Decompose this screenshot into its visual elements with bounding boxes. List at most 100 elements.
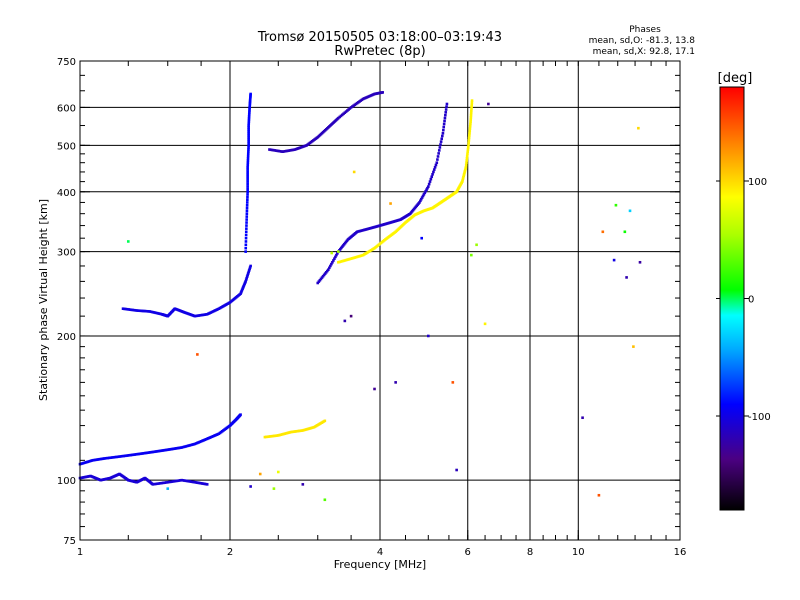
data-point [444,111,448,114]
data-point [135,309,139,312]
data-point [133,453,137,456]
data-point [445,105,448,109]
data-point [328,266,331,270]
data-point [246,163,250,167]
x-tick-label: 6 [465,547,471,558]
y-axis-label: Stationary phase Virtual Height [km] [37,199,50,401]
data-point [247,124,250,127]
data-point [432,170,435,174]
data-point [248,102,252,105]
data-point [439,140,443,143]
data-point [166,487,170,490]
data-point [180,478,184,482]
colorbar-tick-label: -100 [748,412,771,423]
data-point [247,133,250,137]
data-point [320,276,324,279]
x-tick-label: 8 [527,547,533,558]
data-point [119,455,123,458]
data-point [248,106,251,109]
data-point [247,150,250,153]
data-point [247,269,251,272]
data-point [329,264,332,268]
data-point [246,198,249,202]
data-point [154,482,158,486]
data-point [420,196,424,199]
data-point [461,177,465,180]
colorbar: [deg] 100 0 -100 [716,71,771,511]
data-point [244,230,248,234]
data-point [418,201,421,204]
data-point [248,97,252,101]
data-point [317,280,321,283]
data-point [468,127,472,130]
data-point [433,165,437,169]
data-point [464,167,467,170]
data-point [245,209,249,213]
data-point [249,485,252,488]
data-point [468,129,472,133]
data-point [623,230,627,234]
data-point [245,224,248,227]
data-point [246,193,249,196]
data-point [246,152,250,156]
data-point [273,434,276,438]
data-point [246,156,250,160]
data-point [373,387,376,391]
data-point [159,481,162,485]
data-point [125,307,129,311]
data-point [187,444,190,448]
data-point [470,99,474,102]
data-point [245,203,249,207]
data-point [435,161,439,164]
data-point [323,272,327,275]
data-point [469,122,472,126]
data-point [244,240,248,243]
data-point [107,456,111,460]
y-tick-label: 200 [57,332,76,343]
data-point [130,308,133,312]
data-point [245,206,249,210]
data-point [153,482,156,486]
data-point [467,136,471,140]
data-point [322,273,326,277]
data-point [247,141,250,145]
data-point [164,481,168,484]
data-point [103,457,106,460]
data-point [172,480,175,483]
data-point [134,453,138,456]
data-point [163,481,167,484]
data-point [270,434,273,438]
data-point [429,177,433,181]
data-point [248,103,252,106]
data-points [78,91,642,502]
data-point [381,91,384,94]
x-axis-label: Frequency [MHz] [334,558,426,571]
data-point [270,148,274,152]
data-point [246,170,249,174]
data-point [263,435,267,439]
data-point [138,309,141,313]
data-point [134,309,137,312]
data-point [122,454,126,458]
data-point [334,255,337,259]
data-point [441,134,444,138]
data-point [632,345,635,348]
data-point [463,168,467,172]
data-point [174,479,178,483]
data-point [123,307,126,311]
data-point [612,258,616,262]
data-point [444,113,447,117]
data-point [115,455,118,459]
data-point [428,180,432,183]
data-point [132,308,136,312]
data-point [451,381,455,384]
data-point [183,479,186,482]
data-point [246,159,250,162]
data-point [244,280,247,283]
data-point [246,168,249,171]
data-point [614,203,618,207]
data-point [272,487,276,490]
data-point [113,455,117,459]
data-point [248,100,252,104]
data-point [246,173,249,176]
